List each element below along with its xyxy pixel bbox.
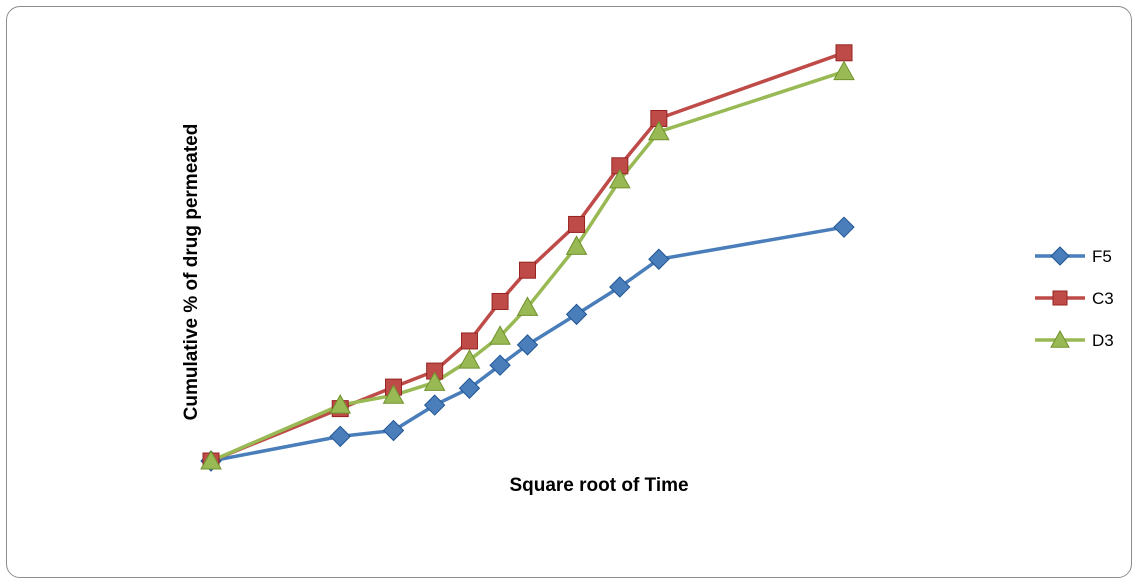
data-point-d3-10: [833, 60, 855, 81]
legend-marker-c3: [1052, 290, 1068, 306]
x-axis-title: Square root of Time: [509, 475, 688, 496]
legend: F5 C3 D3: [1035, 246, 1114, 350]
series-line-c3: [209, 51, 846, 463]
data-point-f5-4: [458, 377, 481, 399]
data-point-c3-7: [568, 215, 586, 233]
data-point-f5-5: [489, 354, 511, 376]
data-point-c3-4: [460, 332, 478, 350]
data-point-d3-0: [200, 449, 222, 470]
data-point-c3-5: [491, 292, 509, 310]
data-point-d3-2: [382, 384, 405, 404]
data-point-f5-8: [609, 276, 631, 298]
y-axis-title: Cumulative % of drug permeated: [181, 124, 202, 421]
data-point-d3-6: [516, 296, 539, 316]
legend-marker-d3: [1050, 329, 1070, 348]
data-point-f5-9: [648, 248, 670, 270]
data-point-d3-7: [565, 235, 588, 255]
data-point-d3-5: [489, 325, 511, 345]
legend-marker-f5: [1050, 246, 1070, 266]
chart-frame: [6, 6, 1132, 578]
legend-label-c3: C3: [1092, 289, 1114, 308]
data-point-f5-10: [833, 216, 855, 238]
data-point-d3-1: [329, 394, 352, 414]
data-point-f5-7: [565, 303, 588, 326]
data-point-f5-2: [382, 419, 405, 442]
legend-label-f5: F5: [1092, 247, 1112, 266]
data-point-d3-8: [608, 168, 631, 189]
data-point-f5-6: [516, 334, 539, 356]
legend-label-d3: D3: [1092, 331, 1114, 350]
plot-area: [200, 44, 855, 472]
data-point-f5-1: [329, 425, 351, 448]
data-point-c3-6: [519, 261, 536, 279]
data-point-f5-3: [423, 394, 446, 416]
data-point-c3-10: [835, 44, 853, 62]
data-point-d3-9: [647, 120, 670, 141]
data-point-d3-4: [458, 349, 481, 369]
data-point-d3-3: [423, 371, 446, 391]
